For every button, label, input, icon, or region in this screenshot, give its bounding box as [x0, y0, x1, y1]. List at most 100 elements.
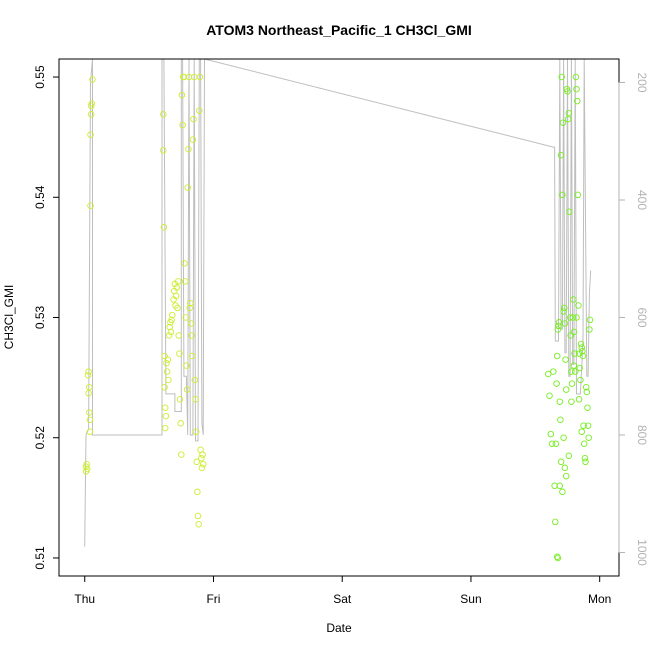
y-tick-label: 0.52: [33, 426, 47, 450]
data-point: [582, 383, 590, 391]
data-point: [558, 73, 565, 81]
data-point: [584, 422, 592, 429]
data-point: [87, 131, 94, 138]
data-point: [571, 368, 579, 375]
data-point: [161, 404, 169, 411]
data-point: [570, 362, 578, 369]
data-point: [565, 452, 573, 460]
data-point: [160, 111, 167, 118]
right-tick-label: 600: [635, 307, 649, 327]
data-point: [164, 356, 172, 363]
data-point: [574, 191, 582, 199]
data-point: [165, 376, 172, 384]
data-point: [199, 460, 207, 468]
data-point: [173, 284, 181, 291]
data-point: [86, 416, 94, 423]
chart-title: ATOM3 Northeast_Pacific_1 CH3Cl_GMI: [206, 22, 472, 38]
data-point: [190, 115, 197, 123]
data-point: [89, 76, 96, 83]
data-point: [84, 465, 91, 473]
data-point: [557, 416, 564, 423]
data-point: [198, 464, 206, 472]
right-tick-label: 800: [635, 425, 649, 445]
data-point: [578, 344, 585, 351]
data-point: [555, 322, 562, 330]
data-point: [579, 352, 587, 360]
data-point: [192, 396, 199, 403]
data-point: [559, 119, 567, 126]
data-point: [176, 396, 184, 403]
data-point: [547, 430, 555, 438]
data-point: [580, 440, 588, 447]
data-point: [172, 292, 180, 300]
y-axis: 0.51 0.52 0.53 0.54 0.55: [33, 65, 60, 570]
data-point: [160, 147, 167, 154]
data-point: [575, 302, 582, 309]
data-point: [546, 392, 553, 399]
y-axis-label: CH3Cl_GMI: [2, 285, 16, 350]
data-point: [163, 359, 170, 367]
data-point: [562, 472, 570, 480]
data-point: [86, 383, 93, 391]
data-point: [194, 488, 201, 496]
data-point: [562, 386, 570, 393]
data-point: [187, 320, 195, 327]
data-point: [160, 224, 168, 231]
data-point: [176, 350, 183, 357]
data-point: [161, 424, 169, 432]
data-point: [86, 428, 94, 435]
data-point: [567, 332, 574, 339]
data-point: [87, 111, 95, 118]
data-point: [586, 326, 593, 333]
data-point: [84, 371, 92, 379]
data-point: [560, 434, 567, 441]
pressure-line-layer: [84, 58, 592, 547]
data-point: [162, 412, 170, 420]
x-tick-label: Mon: [588, 592, 611, 606]
data-point: [188, 352, 196, 360]
data-point: [557, 458, 565, 466]
data-point: [586, 316, 594, 324]
data-point: [581, 454, 589, 462]
data-point: [178, 451, 185, 458]
data-point: [199, 451, 206, 458]
data-point: [553, 352, 561, 360]
data-point: [580, 422, 587, 429]
x-tick-label: Fri: [206, 592, 220, 606]
data-point: [181, 260, 188, 267]
data-point: [576, 364, 583, 372]
right-tick-label: 400: [635, 190, 649, 210]
data-point: [559, 191, 566, 199]
right-tick-label: 200: [635, 72, 649, 92]
data-point: [87, 102, 95, 110]
data-point: [189, 136, 197, 143]
pressure-line: [84, 58, 592, 547]
data-point: [575, 396, 583, 403]
data-point: [85, 389, 92, 397]
data-point: [88, 100, 96, 107]
data-point: [169, 311, 176, 319]
data-point: [184, 184, 191, 191]
data-point: [570, 328, 578, 336]
data-point: [548, 440, 556, 447]
data-point: [564, 115, 572, 123]
data-point: [573, 314, 580, 321]
data-point: [570, 296, 577, 303]
data-point: [562, 356, 569, 363]
data-point: [161, 383, 168, 391]
y-tick-label: 0.54: [33, 185, 47, 209]
data-point: [568, 398, 575, 405]
data-point: [174, 278, 182, 285]
x-axis-label: Date: [326, 621, 352, 635]
data-point: [186, 304, 193, 312]
data-point: [552, 518, 559, 526]
data-point: [583, 388, 591, 396]
data-point: [577, 340, 585, 348]
data-point: [553, 380, 560, 387]
x-tick-label: Sat: [333, 592, 352, 606]
data-point: [579, 347, 586, 355]
data-point: [544, 370, 552, 378]
data-point: [556, 482, 564, 490]
data-point: [561, 464, 569, 472]
data-point: [166, 323, 173, 331]
